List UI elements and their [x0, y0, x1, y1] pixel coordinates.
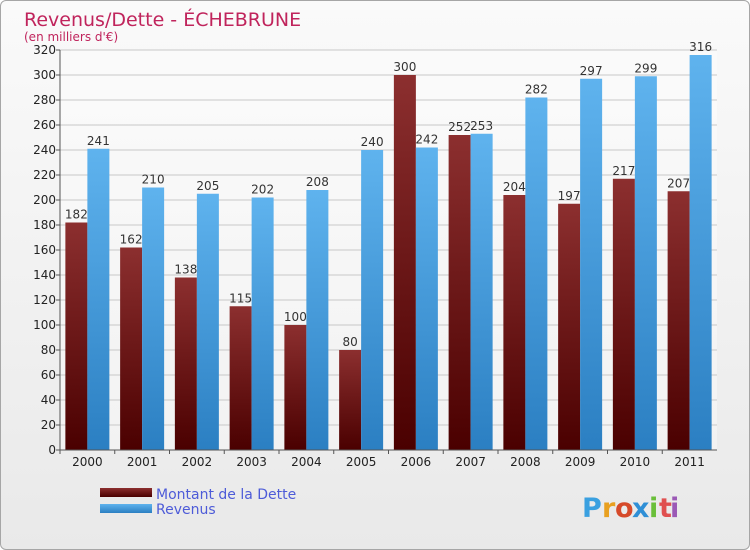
- data-labels: 182 241 162 210 138 205 115 202 100 208 80 240 300 24…: [65, 40, 712, 349]
- data-label-revenus: 208: [306, 175, 329, 189]
- data-label-revenus: 282: [525, 83, 548, 97]
- x-tick-label: 2001: [127, 455, 158, 469]
- logo-letter: i: [670, 493, 679, 524]
- x-tick-label: 2003: [236, 455, 267, 469]
- legend-swatch-debt: [100, 488, 152, 497]
- bar-revenus: [142, 187, 165, 450]
- bar-debt: [503, 195, 526, 450]
- y-tick-label: 200: [33, 193, 56, 207]
- logo-letter: i: [649, 493, 658, 524]
- logo-letter: o: [615, 493, 634, 524]
- data-label-debt: 217: [612, 164, 635, 178]
- bar-revenus: [580, 78, 603, 450]
- bar-debt: [448, 135, 471, 450]
- data-label-revenus: 210: [142, 173, 165, 187]
- x-tick-label: 2002: [182, 455, 213, 469]
- x-tick-label: 2011: [674, 455, 705, 469]
- data-label-revenus: 299: [634, 61, 657, 75]
- bar-revenus: [634, 76, 657, 450]
- bar-debt: [558, 203, 581, 450]
- data-label-debt: 162: [120, 233, 143, 247]
- bar-revenus: [196, 193, 219, 450]
- x-tick-label: 2000: [72, 455, 103, 469]
- data-label-debt: 197: [558, 189, 581, 203]
- y-tick-label: 20: [41, 418, 56, 432]
- data-label-revenus: 242: [415, 133, 438, 147]
- bar-revenus: [470, 133, 493, 450]
- data-label-debt: 252: [448, 120, 471, 134]
- bars: [65, 55, 712, 450]
- bar-revenus: [251, 197, 274, 450]
- data-label-revenus: 202: [251, 183, 274, 197]
- bar-revenus: [689, 55, 712, 450]
- data-label-revenus: 205: [196, 179, 219, 193]
- data-label-debt: 100: [284, 310, 307, 324]
- y-tick-label: 100: [33, 318, 56, 332]
- bar-debt: [229, 306, 252, 450]
- y-tick-label: 160: [33, 243, 56, 257]
- y-tick-label: 40: [41, 393, 56, 407]
- x-tick-label: 2010: [620, 455, 651, 469]
- bar-revenus: [525, 97, 548, 450]
- data-label-debt: 80: [342, 335, 357, 349]
- bar-revenus: [87, 148, 110, 450]
- logo-letter: P: [582, 493, 602, 524]
- bar-revenus: [306, 190, 329, 450]
- y-tick-label: 240: [33, 143, 56, 157]
- legend-label-debt: Montant de la Dette: [156, 487, 296, 503]
- y-tick-label: 60: [41, 368, 56, 382]
- logo-letter: x: [632, 493, 649, 524]
- bar-debt: [667, 191, 690, 450]
- data-label-revenus: 316: [689, 40, 712, 54]
- y-tick-label: 320: [33, 43, 56, 57]
- bar-debt: [120, 247, 143, 450]
- legend-label-revenus: Revenus: [156, 502, 216, 518]
- x-tick-label: 2007: [455, 455, 486, 469]
- chart-title: Revenus/Dette - ÉCHEBRUNE: [24, 8, 301, 31]
- bar-debt: [284, 325, 307, 450]
- data-label-revenus: 253: [470, 119, 493, 133]
- y-tick-label: 180: [33, 218, 56, 232]
- legend-swatch-revenus: [100, 504, 152, 513]
- y-tick-label: 140: [33, 268, 56, 282]
- y-tick-label: 220: [33, 168, 56, 182]
- logo-letter: r: [602, 493, 616, 524]
- data-label-revenus: 241: [87, 134, 110, 148]
- data-label-revenus: 297: [580, 64, 603, 78]
- data-label-debt: 300: [393, 60, 416, 74]
- data-label-debt: 207: [667, 176, 690, 190]
- bar-revenus: [415, 147, 438, 450]
- bar-debt: [65, 222, 88, 450]
- y-tick-label: 80: [41, 343, 56, 357]
- x-tick-label: 2008: [510, 455, 541, 469]
- bar-debt: [339, 350, 362, 450]
- chart-subtitle: (en milliers d'€): [24, 30, 118, 44]
- data-label-debt: 115: [229, 291, 252, 305]
- y-tick-label: 120: [33, 293, 56, 307]
- x-tick-label: 2004: [291, 455, 322, 469]
- x-tick-label: 2009: [565, 455, 596, 469]
- x-tick-label: 2006: [401, 455, 432, 469]
- grid: [60, 49, 717, 451]
- data-label-debt: 138: [174, 263, 197, 277]
- legend: Montant de la Dette Revenus: [100, 487, 296, 518]
- y-tick-label: 260: [33, 118, 56, 132]
- y-tick-label: 300: [33, 68, 56, 82]
- x-axis: 2000 2001 2002 2003 2004 2005 2006 2007 2008 2009…: [59, 449, 717, 469]
- data-label-revenus: 240: [361, 135, 384, 149]
- bar-debt: [174, 277, 197, 450]
- data-label-debt: 204: [503, 180, 526, 194]
- bar-debt: [612, 178, 635, 450]
- y-tick-label: 280: [33, 93, 56, 107]
- bar-debt: [393, 75, 416, 450]
- x-tick-label: 2005: [346, 455, 377, 469]
- y-axis: 0 20 40 60 80 100 120 140 160 180 200 220 240 260 280 3…: [33, 43, 61, 457]
- bar-revenus: [361, 150, 384, 450]
- y-tick-label: 0: [48, 443, 56, 457]
- data-label-debt: 182: [65, 208, 88, 222]
- logo-letter: t: [659, 493, 672, 524]
